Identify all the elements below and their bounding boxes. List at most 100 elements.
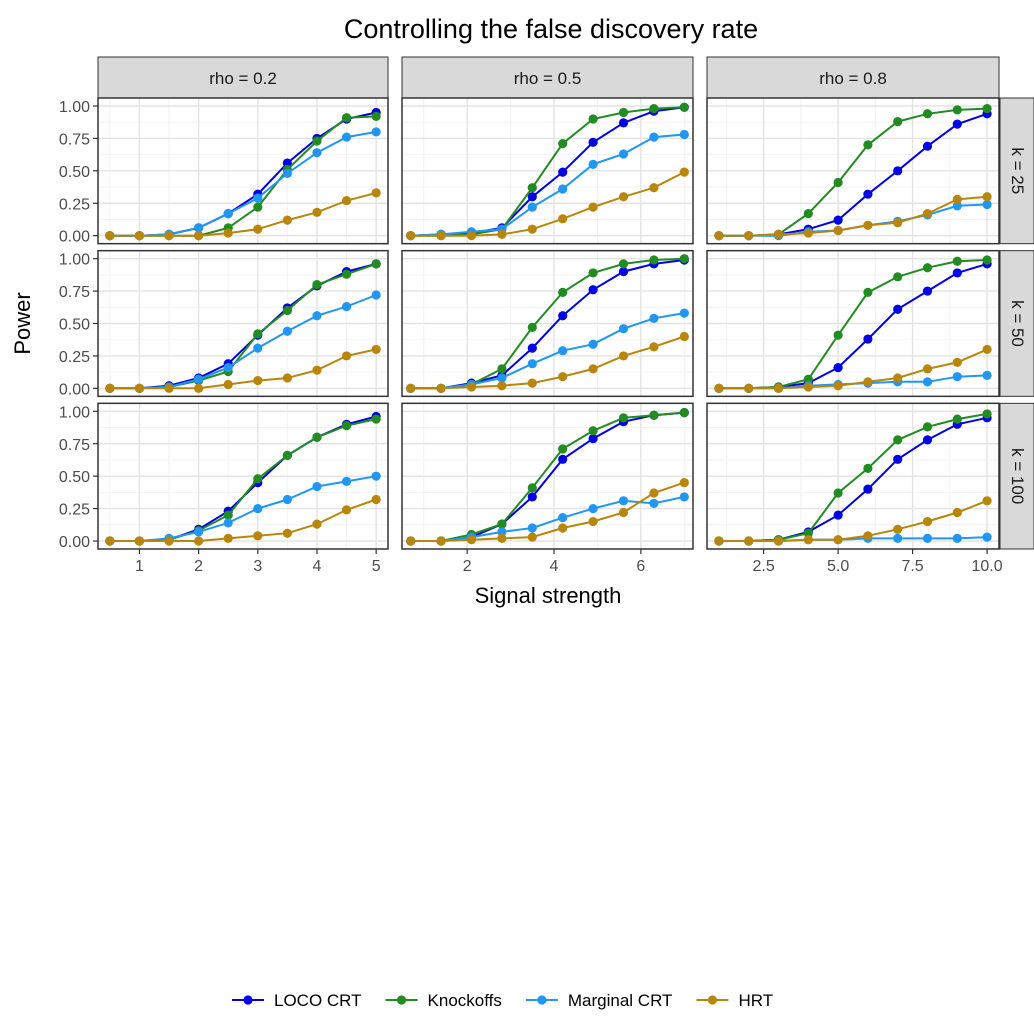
data-point [863,140,873,150]
data-point [649,255,659,265]
data-point [341,113,352,123]
col-facet-label: rho = 0.5 [514,69,582,88]
data-point [679,331,689,342]
data-point [922,109,933,119]
data-point [922,422,933,432]
data-point [744,536,754,546]
x-tick-label: 7.5 [901,558,923,575]
data-point [223,379,233,390]
x-tick-label: 5 [372,558,381,575]
data-point [558,454,568,464]
data-point [527,224,537,234]
data-point [952,119,962,129]
col-facet-strip [97,56,389,99]
data-point [773,383,784,393]
data-point [803,374,813,384]
series-line [109,348,377,390]
data-point [649,132,659,142]
data-point [982,344,992,355]
data-point [371,259,381,269]
data-point [714,536,724,546]
data-point [679,254,689,264]
data-point [679,167,689,177]
y-axis-title: Power [10,292,35,354]
data-point [863,334,873,344]
data-point [893,218,903,228]
data-point [588,202,598,212]
legend-marker [537,995,547,1005]
data-point [863,484,873,494]
row-facet-label: k = 100 [1008,448,1027,504]
y-tick-label: 1.00 [59,99,90,116]
data-point [679,492,689,502]
x-tick-label: 2 [463,558,472,575]
y-tick-label: 0.50 [59,164,90,181]
data-point [649,498,659,508]
data-point [982,103,992,114]
data-point [618,507,629,518]
data-point [371,290,381,300]
data-point [253,474,263,484]
data-point [527,378,537,388]
legend-label: LOCO CRT [274,991,362,1010]
data-point [588,137,598,147]
x-tick-label: 2 [194,558,203,575]
data-point [649,488,659,498]
data-point [803,382,813,392]
data-point [952,201,962,211]
data-point [803,535,813,545]
data-point [282,528,292,538]
y-tick-label: 0.75 [59,131,90,148]
series-line [718,195,988,237]
data-point [744,231,754,241]
data-point [588,503,598,514]
x-tick-label: 2.5 [752,558,774,575]
data-point [952,372,962,382]
series-line [718,348,988,390]
data-point [922,141,933,151]
data-point [223,510,233,520]
data-point [863,531,873,541]
row-facet-strip [999,402,1034,550]
facet-panel: 2 4 6 [401,402,694,575]
legend-marker [707,995,718,1005]
facet-panel: 2.5 5.0 7.5 10.0 [706,402,1003,575]
data-point [558,184,568,194]
data-point [893,304,903,314]
data-point [466,382,477,392]
data-point [618,496,629,506]
data-point [922,263,933,273]
data-point [164,383,174,393]
data-point [982,370,992,380]
data-point [588,339,598,349]
data-point [527,483,537,493]
data-point [253,531,263,541]
data-point [893,524,903,534]
data-point [527,359,537,369]
row-facet-strip [999,250,1034,397]
legend: LOCO CRT Knockoffs Marginal CRT HRT [232,991,773,1010]
panel-border [401,402,694,550]
data-point [922,209,933,219]
data-point [558,346,568,356]
x-axis-title: Signal strength [475,583,622,608]
data-point [982,409,992,419]
series-line [109,498,377,542]
data-point [223,533,233,544]
data-point [223,209,233,219]
data-point [341,351,352,361]
data-point [833,381,843,391]
data-point [527,523,537,533]
legend-marker [396,995,407,1005]
data-point [406,536,416,546]
data-point [253,375,263,386]
data-point [863,220,873,230]
data-point [312,207,322,217]
data-point [558,311,568,321]
data-point [922,533,933,544]
data-point [527,183,537,193]
data-point [618,107,629,118]
series-line [410,481,685,542]
data-point [312,148,322,158]
data-point [253,329,263,339]
